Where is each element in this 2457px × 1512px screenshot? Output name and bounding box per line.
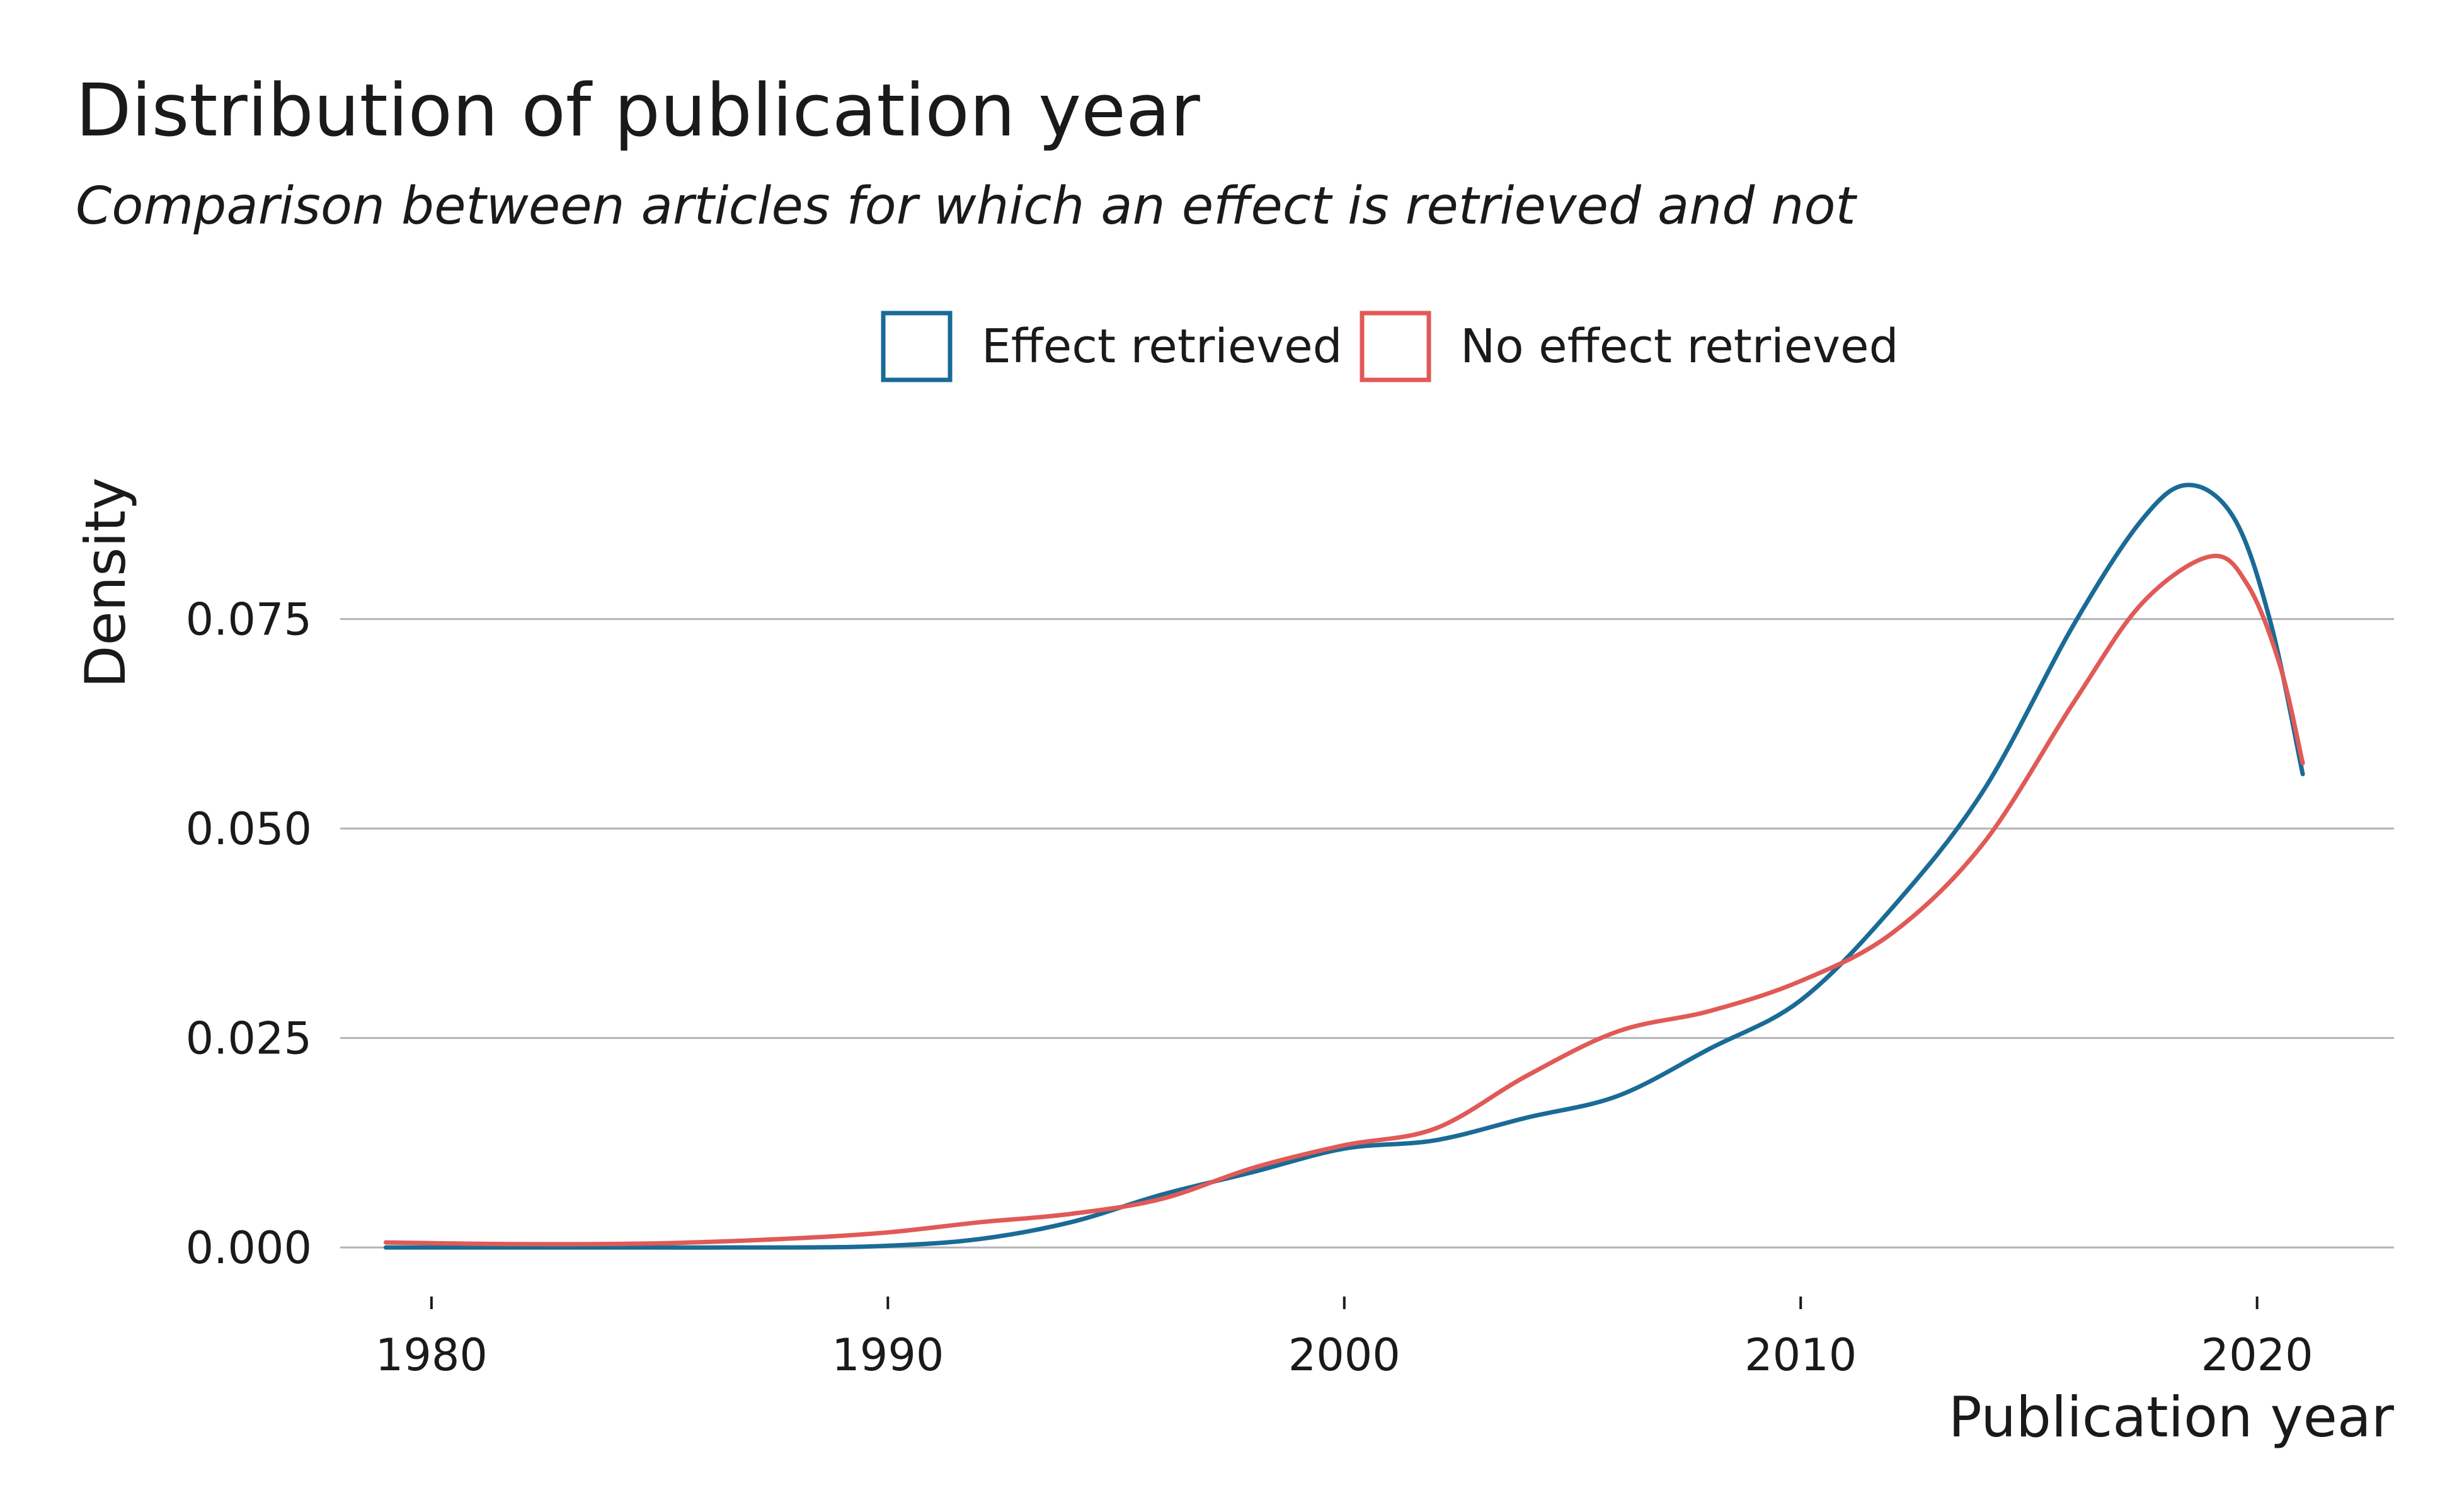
x-tick-label: 2000 [1288,1329,1400,1381]
legend-label-no-effect-retrieved: No effect retrieved [1460,319,1899,374]
x-tick-label: 2010 [1744,1329,1857,1381]
x-tick-label: 1990 [832,1329,944,1381]
y-axis-ticks: 0.000 0.025 0.050 0.075 [186,594,312,1274]
chart-title: Distribution of publication year [76,69,1200,153]
y-tick-label: 0.075 [186,594,312,646]
y-axis-title: Density [73,478,138,689]
legend-key-effect-retrieved [881,311,953,382]
legend-key-no-effect-retrieved [1360,311,1431,382]
density-curve-no-effect-retrieved [383,553,2305,1247]
x-tick-label: 1980 [375,1329,488,1381]
y-tick-label: 0.050 [186,803,312,855]
legend-label-effect-retrieved: Effect retrieved [982,319,1343,374]
legend: Effect retrieved No effect retrieved [881,311,1899,382]
density-curve-effect-retrieved [383,483,2305,1250]
y-tick-label: 0.000 [186,1222,312,1274]
density-curves [383,483,2305,1250]
y-tick-label: 0.025 [186,1013,312,1065]
x-tick-label: 2020 [2201,1329,2313,1381]
chart-subtitle: Comparison between articles for which an… [76,176,1857,236]
x-axis-title: Publication year [1949,1385,2395,1450]
gridlines [340,618,2394,1249]
x-axis-ticks: 1980 1990 2000 2010 2020 [375,1297,2313,1381]
